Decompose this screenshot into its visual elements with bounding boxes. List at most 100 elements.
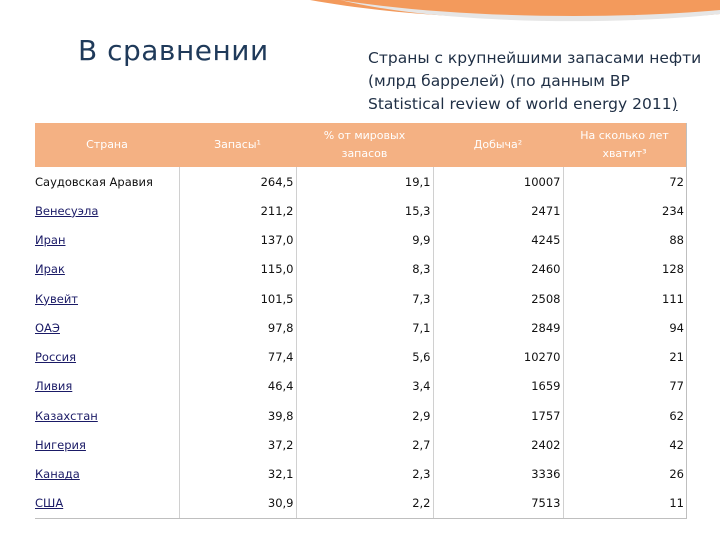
cell-production-text: 2460 xyxy=(531,262,561,277)
cell-reserves-text: 37,2 xyxy=(267,437,294,452)
cell-production-text: 7513 xyxy=(531,496,561,511)
cell-country-text[interactable]: Ливия xyxy=(35,379,73,394)
cell-world-share-text: 8,3 xyxy=(412,262,431,277)
cell-reserves-text: 211,2 xyxy=(260,203,294,218)
cell-reserves: 77,4 xyxy=(178,342,296,372)
cell-production: 10007 xyxy=(432,167,563,197)
cell-reserves: 115,0 xyxy=(178,254,296,284)
cell-country-text[interactable]: Иран xyxy=(35,233,66,248)
cell-world-share: 2,2 xyxy=(295,488,433,518)
table-header-row: Страна Запасы¹ % от мировых запасов Добы… xyxy=(35,123,686,167)
table-row: Канада 32,1 2,3 3336 26 xyxy=(35,459,686,489)
cell-production-text: 1659 xyxy=(531,379,561,394)
cell-production: 2460 xyxy=(432,254,563,284)
cell-reserves-text: 264,5 xyxy=(260,174,294,189)
cell-world-share-text: 2,7 xyxy=(412,437,431,452)
cell-reserves: 39,8 xyxy=(178,401,296,431)
cell-years-left-text: 77 xyxy=(669,379,684,394)
cell-years-left: 62 xyxy=(562,401,686,431)
cell-world-share-text: 3,4 xyxy=(412,379,431,394)
table-body: Саудовская Аравия 264,5 19,1 10007 72 Венесуэ… xyxy=(35,167,686,518)
cell-production-text: 10270 xyxy=(523,350,561,365)
cell-country-text[interactable]: Казахстан xyxy=(35,408,98,423)
cell-reserves: 30,9 xyxy=(178,488,296,518)
column-header-years-left: На сколько лет хватит³ xyxy=(580,129,669,160)
cell-world-share-text: 7,1 xyxy=(412,320,431,335)
cell-country-text[interactable]: Канада xyxy=(35,467,80,482)
cell-country[interactable]: Канада xyxy=(35,460,179,489)
cell-country-text[interactable]: США xyxy=(35,496,64,511)
table-row: Саудовская Аравия 264,5 19,1 10007 72 xyxy=(35,167,686,197)
cell-country[interactable]: Кувейт xyxy=(35,284,179,313)
cell-years-left-text: 11 xyxy=(669,496,684,511)
cell-country[interactable]: Россия xyxy=(35,343,179,372)
cell-reserves: 211,2 xyxy=(178,196,296,226)
cell-production: 4245 xyxy=(432,225,563,255)
cell-world-share-text: 2,3 xyxy=(412,467,431,482)
cell-world-share-text: 7,3 xyxy=(412,291,431,306)
subtitle-link[interactable]: ) xyxy=(671,95,678,113)
cell-country[interactable]: США xyxy=(35,489,179,518)
cell-country[interactable]: Иран xyxy=(35,226,179,255)
cell-country-text[interactable]: Венесуэла xyxy=(35,203,99,218)
cell-country-text[interactable]: Россия xyxy=(35,350,77,365)
cell-country[interactable]: Нигерия xyxy=(35,430,179,459)
cell-country[interactable]: Саудовская Аравия xyxy=(35,167,179,196)
cell-years-left: 72 xyxy=(562,167,686,197)
cell-reserves: 97,8 xyxy=(178,313,296,343)
cell-country-text[interactable]: Кувейт xyxy=(35,291,78,306)
cell-country[interactable]: Ирак xyxy=(35,255,179,284)
cell-production-text: 2471 xyxy=(531,203,561,218)
cell-world-share: 9,9 xyxy=(295,225,433,255)
cell-world-share: 15,3 xyxy=(295,196,433,226)
table-row: США 30,9 2,2 7513 11 xyxy=(35,488,686,518)
cell-years-left-text: 88 xyxy=(669,233,684,248)
column-header-country: Страна xyxy=(86,138,128,151)
cell-production: 3336 xyxy=(432,459,563,489)
cell-country[interactable]: Венесуэла xyxy=(35,196,179,225)
cell-reserves: 264,5 xyxy=(178,167,296,197)
cell-country[interactable]: ОАЭ xyxy=(35,313,179,342)
cell-country-text[interactable]: Ирак xyxy=(35,262,65,277)
cell-production: 2849 xyxy=(432,313,563,343)
cell-years-left: 42 xyxy=(562,430,686,460)
cell-production-text: 2402 xyxy=(531,437,561,452)
cell-years-left: 26 xyxy=(562,459,686,489)
cell-world-share: 2,7 xyxy=(295,430,433,460)
cell-production-text: 10007 xyxy=(523,174,561,189)
cell-world-share-text: 19,1 xyxy=(404,174,431,189)
cell-country-text[interactable]: ОАЭ xyxy=(35,320,60,335)
cell-reserves-text: 32,1 xyxy=(267,467,294,482)
cell-reserves: 32,1 xyxy=(178,459,296,489)
cell-years-left-text: 128 xyxy=(662,262,684,277)
cell-country[interactable]: Казахстан xyxy=(35,401,179,430)
cell-years-left: 77 xyxy=(562,371,686,401)
cell-reserves-text: 39,8 xyxy=(267,408,294,423)
cell-years-left-text: 21 xyxy=(669,350,684,365)
cell-world-share-text: 2,2 xyxy=(412,496,431,511)
column-header-reserves: Запасы¹ xyxy=(214,138,261,151)
cell-country-text[interactable]: Нигерия xyxy=(35,437,86,452)
cell-reserves-text: 46,4 xyxy=(267,379,294,394)
cell-years-left-text: 42 xyxy=(669,437,684,452)
cell-years-left-text: 72 xyxy=(669,174,684,189)
cell-country[interactable]: Ливия xyxy=(35,372,179,401)
table-row: Казахстан 39,8 2,9 1757 62 xyxy=(35,401,686,431)
column-header-world-share: % от мировых запасов xyxy=(323,129,406,160)
cell-production-text: 4245 xyxy=(531,233,561,248)
cell-production: 1659 xyxy=(432,371,563,401)
cell-production: 2402 xyxy=(432,430,563,460)
cell-years-left: 94 xyxy=(562,313,686,343)
cell-years-left: 234 xyxy=(562,196,686,226)
cell-years-left-text: 234 xyxy=(662,203,684,218)
cell-world-share: 5,6 xyxy=(295,342,433,372)
cell-years-left: 21 xyxy=(562,342,686,372)
cell-country-text[interactable]: Саудовская Аравия xyxy=(35,174,153,189)
page-subtitle: Страны с крупнейшими запасами нефти (млр… xyxy=(368,47,713,116)
cell-world-share: 7,1 xyxy=(295,313,433,343)
cell-production: 2508 xyxy=(432,284,563,314)
cell-world-share: 3,4 xyxy=(295,371,433,401)
cell-years-left-text: 26 xyxy=(669,467,684,482)
cell-world-share-text: 15,3 xyxy=(404,203,431,218)
cell-years-left: 111 xyxy=(562,284,686,314)
